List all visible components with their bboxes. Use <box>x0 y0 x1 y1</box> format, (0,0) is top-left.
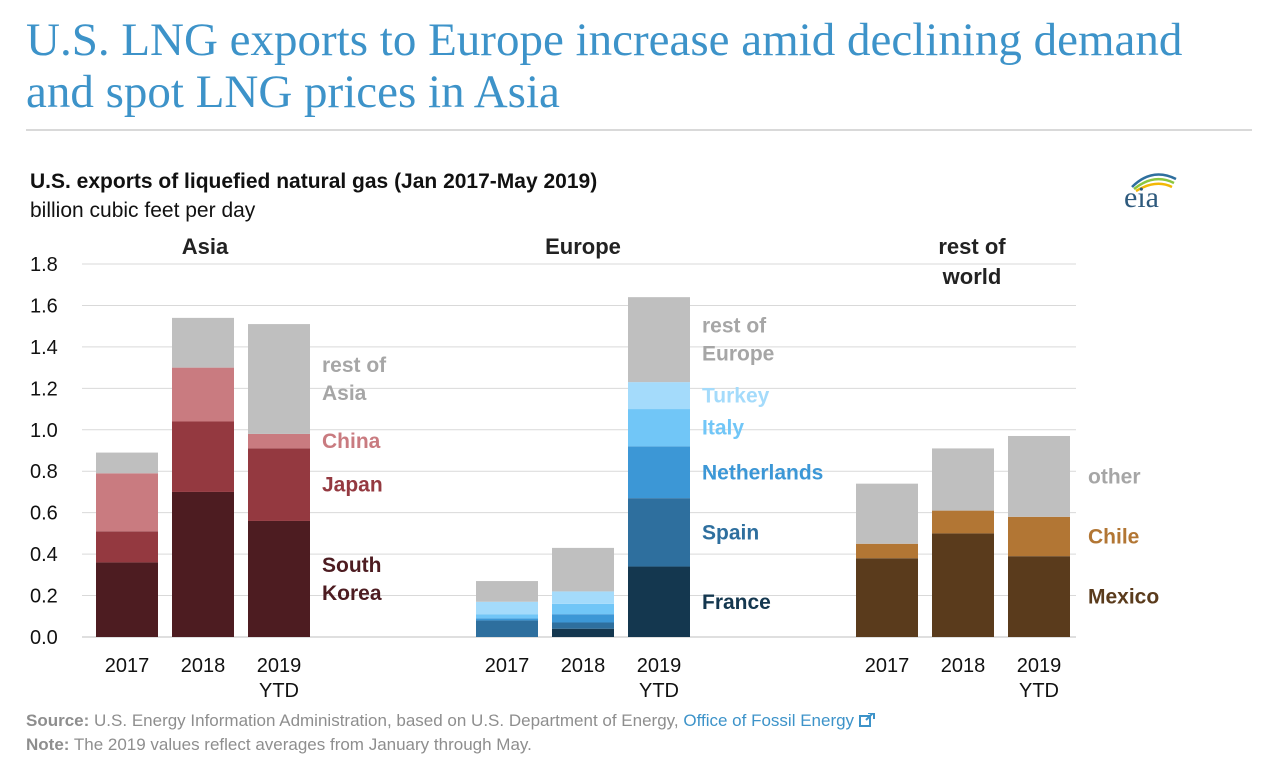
series-label: South <box>322 554 381 577</box>
eia-logo-arcs <box>1131 173 1177 193</box>
bar-segment <box>856 558 918 637</box>
x-tick-label: YTD <box>639 680 679 702</box>
source-label: Source: <box>26 711 90 730</box>
bar-segment <box>856 543 918 559</box>
bar-segment <box>552 591 614 604</box>
bar-segment <box>1008 435 1070 517</box>
bar-segment <box>476 620 538 637</box>
y-tick-label: 0.8 <box>30 461 58 483</box>
bar-segment <box>552 628 614 637</box>
y-tick-label: 0.0 <box>30 627 58 649</box>
x-tick-label: 2018 <box>941 655 986 677</box>
series-label: Europe <box>702 343 774 366</box>
bar-segment <box>628 566 690 637</box>
x-tick-label: 2017 <box>485 655 530 677</box>
x-tick-label: YTD <box>259 680 299 702</box>
lng-exports-chart: 0.0 0.2 0.4 0.6 0.8 1.0 1.2 1.4 1.6 1.8 Asia 2017 20… <box>30 234 1159 702</box>
eia-logo-text: eia <box>1124 181 1159 214</box>
note-text: The 2019 values reflect averages from Ja… <box>73 735 532 754</box>
y-tick-label: 0.6 <box>30 503 58 525</box>
header-divider <box>26 129 1252 131</box>
y-tick-label: 1.2 <box>30 378 58 400</box>
series-label: Korea <box>322 582 382 605</box>
bar-segment <box>248 520 310 637</box>
bar-segment <box>96 473 158 532</box>
y-tick-label: 0.4 <box>30 544 58 566</box>
series-label: Turkey <box>702 385 770 408</box>
panel-title: world <box>942 264 1002 289</box>
bar-segment <box>96 562 158 637</box>
series-label: rest of <box>702 315 767 338</box>
y-tick-label: 1.6 <box>30 295 58 317</box>
external-link-icon[interactable] <box>858 712 875 727</box>
chart-title: U.S. exports of liquefied natural gas (J… <box>30 170 598 193</box>
y-tick-label: 1.0 <box>30 420 58 442</box>
bar-segment <box>248 433 310 449</box>
y-tick-label: 1.8 <box>30 254 58 276</box>
bar-segment <box>248 324 310 434</box>
bar-segment <box>96 531 158 563</box>
bar-segment <box>552 622 614 629</box>
bar-segment <box>172 317 234 368</box>
panel-title: Asia <box>182 234 229 259</box>
series-label: Chile <box>1088 525 1139 548</box>
x-tick-label: 2019 <box>637 655 682 677</box>
bar-segment <box>1008 516 1070 557</box>
panel-title: rest of <box>938 234 1006 259</box>
source-line: Source: U.S. Energy Information Administ… <box>26 711 875 731</box>
bar-segment <box>932 510 994 534</box>
series-label: Mexico <box>1088 586 1159 609</box>
panel-title: Europe <box>545 234 621 259</box>
bar-segment <box>476 581 538 602</box>
bar-segment <box>476 601 538 615</box>
bar-segment <box>552 547 614 592</box>
series-label: France <box>702 591 771 614</box>
chart-units: billion cubic feet per day <box>30 199 256 222</box>
series-label: Netherlands <box>702 461 823 484</box>
bar-segment <box>552 614 614 623</box>
bar-segment <box>172 491 234 637</box>
series-label: other <box>1088 465 1141 488</box>
x-tick-label: 2019 <box>257 655 302 677</box>
x-tick-label: 2017 <box>865 655 910 677</box>
bar-segment <box>1008 556 1070 637</box>
x-tick-label: 2018 <box>181 655 226 677</box>
bar-segment <box>628 446 690 499</box>
x-tick-label: 2019 <box>1017 655 1062 677</box>
x-tick-label: 2017 <box>105 655 150 677</box>
source-text: U.S. Energy Information Administration, … <box>94 711 679 730</box>
bar-segment <box>628 409 690 447</box>
x-tick-label: 2018 <box>561 655 606 677</box>
y-tick-label: 1.4 <box>30 337 58 359</box>
source-link[interactable]: Office of Fossil Energy <box>683 711 855 730</box>
eia-logo-icon[interactable]: eia <box>1120 165 1190 215</box>
series-label: Spain <box>702 521 759 544</box>
bar-segment <box>628 382 690 410</box>
x-tick-label: YTD <box>1019 680 1059 702</box>
y-tick-label: 0.2 <box>30 586 58 608</box>
series-label: China <box>322 430 381 453</box>
bar-segment <box>172 421 234 492</box>
series-label: rest of <box>322 354 387 377</box>
bar-segment <box>932 448 994 511</box>
note-line: Note: The 2019 values reflect averages f… <box>26 735 532 755</box>
series-label: Asia <box>322 382 367 405</box>
bar-segment <box>172 367 234 422</box>
headline: U.S. LNG exports to Europe increase amid… <box>26 14 1183 118</box>
bar-segment <box>856 483 918 544</box>
bar-segment <box>476 618 538 621</box>
bar-segment <box>476 614 538 619</box>
bar-segment <box>96 452 158 474</box>
bar-segment <box>552 603 614 615</box>
bar-segment <box>628 297 690 383</box>
bar-segment <box>248 448 310 521</box>
series-label: Italy <box>702 417 744 440</box>
series-label: Japan <box>322 474 383 497</box>
bar-segment <box>932 533 994 637</box>
bar-segment <box>628 498 690 567</box>
note-label: Note: <box>26 735 70 754</box>
